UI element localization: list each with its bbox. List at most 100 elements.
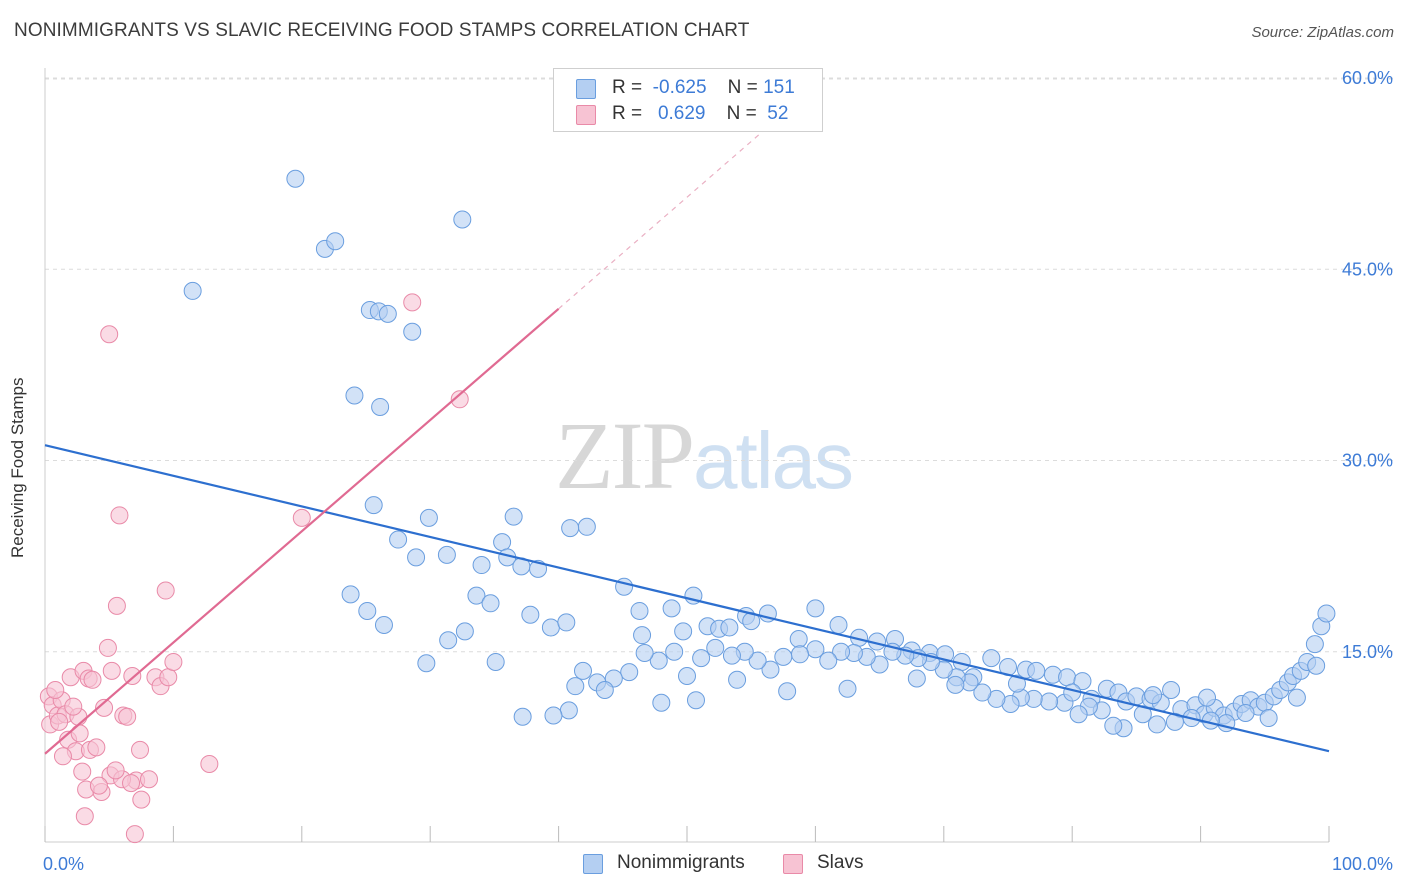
data-point-nonimmigrants <box>561 519 580 538</box>
data-point-nonimmigrants <box>345 386 364 405</box>
data-point-nonimmigrants <box>183 281 202 300</box>
data-point-slavs <box>106 761 125 780</box>
y-tick-label: 45.0% <box>1342 259 1393 279</box>
data-point-nonimmigrants <box>1027 661 1046 680</box>
data-point-slavs <box>70 724 89 743</box>
data-point-slavs <box>118 707 137 726</box>
legend-r-value-blue: -0.625 <box>652 77 707 98</box>
data-point-nonimmigrants <box>472 556 491 575</box>
data-point-nonimmigrants <box>1317 604 1336 623</box>
data-point-nonimmigrants <box>720 618 739 637</box>
data-point-nonimmigrants <box>620 663 639 682</box>
data-point-nonimmigrants <box>819 651 838 670</box>
data-point-slavs <box>159 668 178 687</box>
data-point-nonimmigrants <box>633 626 652 645</box>
legend-n-label: N = <box>727 77 758 98</box>
data-point-nonimmigrants <box>1144 686 1163 705</box>
data-point-nonimmigrants <box>982 649 1001 668</box>
data-point-nonimmigrants <box>678 666 696 685</box>
data-point-nonimmigrants <box>486 652 505 671</box>
data-point-nonimmigrants <box>481 594 500 613</box>
data-point-nonimmigrants <box>635 644 654 663</box>
legend-r-value-pink: 0.629 <box>657 103 706 124</box>
data-point-nonimmigrants <box>649 651 668 670</box>
legend-swatch-blue <box>576 79 596 99</box>
data-point-nonimmigrants <box>455 622 474 641</box>
legend-swatch-pink <box>576 105 596 125</box>
data-point-slavs <box>73 762 92 781</box>
data-point-nonimmigrants <box>1063 683 1082 702</box>
data-point-nonimmigrants <box>806 640 825 659</box>
data-point-nonimmigrants <box>493 533 512 552</box>
source-label: Source: ZipAtlas.com <box>1251 24 1394 41</box>
data-point-nonimmigrants <box>566 677 585 696</box>
data-point-nonimmigrants <box>374 615 393 634</box>
data-point-slavs <box>156 581 175 600</box>
data-point-nonimmigrants <box>1162 681 1181 699</box>
data-point-slavs <box>200 754 219 773</box>
data-point-nonimmigrants <box>521 605 540 624</box>
data-point-slavs <box>102 661 121 680</box>
data-point-nonimmigrants <box>778 682 797 701</box>
data-point-nonimmigrants <box>728 670 747 689</box>
legend-n-value-pink: 52 <box>767 103 789 124</box>
data-point-slavs <box>46 681 65 699</box>
data-point-nonimmigrants <box>1007 674 1026 693</box>
correlation-legend: R = -0.625 N = 151 R = 0.629 N = 52 <box>553 68 823 132</box>
legend-r-label: R = <box>612 103 643 124</box>
chart-title: NONIMMIGRANTS VS SLAVIC RECEIVING FOOD S… <box>14 20 750 41</box>
data-point-nonimmigrants <box>326 232 345 251</box>
data-point-nonimmigrants <box>595 681 614 699</box>
legend-n-label: N = <box>726 103 757 124</box>
data-point-slavs <box>95 698 114 717</box>
data-point-nonimmigrants <box>1287 688 1306 707</box>
data-point-slavs <box>122 774 141 793</box>
legend-r-label: R = <box>612 77 643 98</box>
data-point-nonimmigrants <box>559 701 578 720</box>
data-point-slavs <box>164 652 183 671</box>
data-point-nonimmigrants <box>748 651 767 670</box>
data-point-nonimmigrants <box>341 585 360 604</box>
data-point-nonimmigrants <box>789 630 808 648</box>
data-point-nonimmigrants <box>1147 715 1166 734</box>
data-point-slavs <box>83 670 102 689</box>
watermark: ZIPatlas <box>555 400 854 511</box>
data-point-nonimmigrants <box>439 631 458 650</box>
data-point-nonimmigrants <box>573 661 592 680</box>
data-point-nonimmigrants <box>774 647 793 666</box>
data-point-nonimmigrants <box>652 693 671 712</box>
data-point-nonimmigrants <box>1104 716 1123 735</box>
data-point-nonimmigrants <box>1236 703 1255 722</box>
data-point-nonimmigrants <box>504 507 523 526</box>
x-tick-label: 100.0% <box>1332 854 1393 874</box>
data-point-nonimmigrants <box>557 613 576 632</box>
data-point-nonimmigrants <box>790 645 809 664</box>
data-point-slavs <box>89 776 108 795</box>
data-point-nonimmigrants <box>358 601 377 620</box>
data-point-slavs <box>123 666 142 685</box>
data-point-nonimmigrants <box>838 679 857 698</box>
data-point-slavs <box>64 697 83 716</box>
data-point-nonimmigrants <box>1058 668 1077 687</box>
data-point-nonimmigrants <box>389 530 408 549</box>
data-point-nonimmigrants <box>630 601 649 620</box>
data-point-nonimmigrants <box>577 517 596 536</box>
trendline-slavs <box>44 307 560 755</box>
y-tick-label: 60.0% <box>1342 68 1393 88</box>
data-point-nonimmigrants <box>437 545 456 564</box>
data-point-nonimmigrants <box>1040 692 1059 711</box>
data-point-nonimmigrants <box>541 618 560 637</box>
y-tick-label: 15.0% <box>1342 642 1393 662</box>
data-point-slavs <box>87 738 106 757</box>
data-point-nonimmigrants <box>706 638 725 657</box>
data-point-nonimmigrants <box>364 496 383 515</box>
data-point-slavs <box>403 293 422 312</box>
bottom-legend-label-slavs: Slavs <box>817 852 864 873</box>
data-point-nonimmigrants <box>1259 709 1278 728</box>
data-point-nonimmigrants <box>722 646 741 665</box>
data-point-slavs <box>450 390 469 409</box>
data-point-nonimmigrants <box>973 683 992 702</box>
data-point-nonimmigrants <box>417 654 436 673</box>
data-point-nonimmigrants <box>946 675 965 694</box>
